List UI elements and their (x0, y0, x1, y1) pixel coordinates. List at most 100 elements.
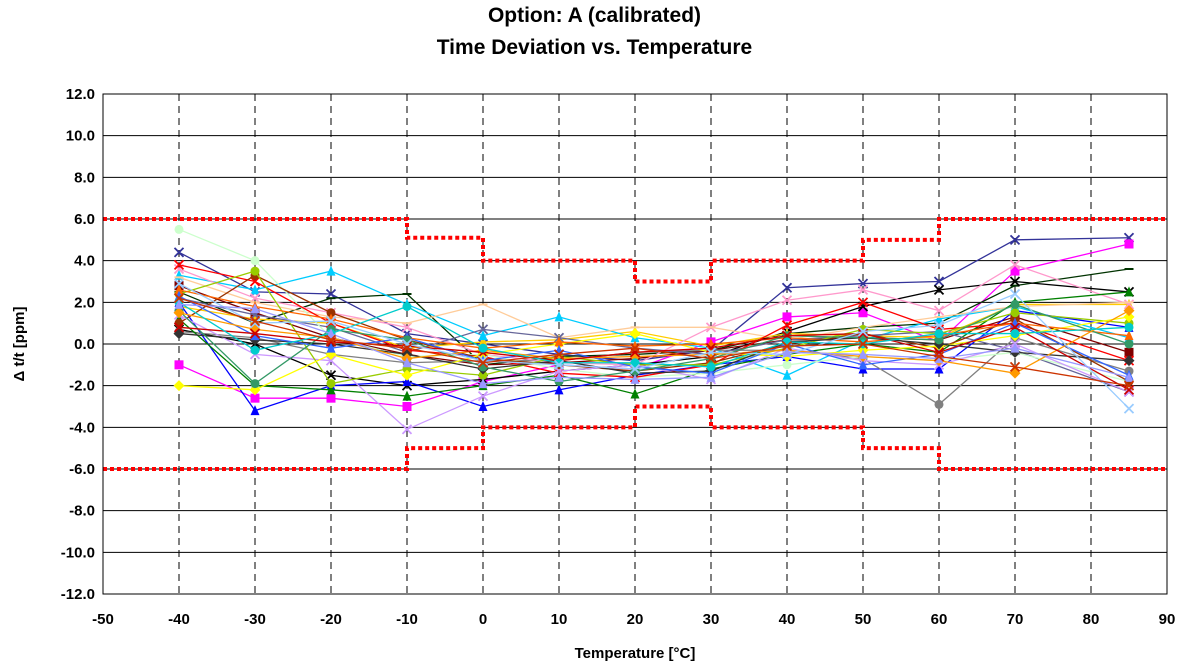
data-point (250, 284, 260, 295)
data-point (857, 338, 869, 350)
data-point (173, 293, 185, 304)
data-point (326, 265, 336, 276)
x-tick-label: 40 (779, 611, 796, 628)
y-tick-label: 2.0 (74, 294, 95, 311)
data-point (477, 355, 489, 366)
series-layer (173, 224, 1135, 435)
limits-layer (103, 217, 1167, 471)
data-point (478, 343, 488, 353)
data-point (1009, 234, 1021, 245)
data-point (1123, 311, 1135, 323)
data-point (478, 330, 488, 341)
x-tick-label: 90 (1159, 611, 1176, 628)
data-point (857, 326, 869, 337)
y-tick-label: -2.0 (69, 378, 95, 395)
data-point (1124, 330, 1134, 341)
data-point (705, 353, 717, 364)
chart-title-line-1: Option: A (calibrated) (487, 4, 702, 27)
data-point (478, 401, 488, 411)
data-point (402, 376, 412, 386)
data-point (250, 379, 260, 389)
data-point (934, 399, 944, 409)
y-tick-label: -12.0 (61, 586, 95, 603)
data-point (554, 336, 564, 347)
x-tick-label: -10 (396, 611, 418, 628)
series-28 (174, 298, 1134, 389)
data-point (477, 324, 489, 335)
data-point (325, 288, 337, 300)
data-point (858, 308, 868, 318)
data-point (933, 347, 945, 358)
data-point (249, 328, 261, 339)
data-point (173, 380, 185, 392)
data-point (857, 297, 869, 308)
data-point (934, 335, 944, 345)
x-tick-label: 50 (855, 611, 872, 628)
data-point (781, 320, 793, 331)
data-point (401, 369, 413, 381)
data-point (174, 298, 184, 309)
data-point (326, 384, 336, 395)
data-point (250, 345, 260, 355)
data-point (1123, 380, 1135, 391)
x-tick-label: -30 (244, 611, 266, 628)
data-point (554, 371, 564, 382)
data-point (174, 360, 184, 370)
data-point (174, 224, 184, 234)
y-tick-label: -4.0 (69, 419, 95, 436)
data-point (933, 351, 945, 362)
lower-limit-line (103, 404, 1167, 471)
data-point (250, 330, 260, 341)
data-point (554, 384, 564, 395)
data-point (326, 308, 336, 318)
data-point (781, 282, 793, 293)
data-point (173, 322, 185, 333)
y-tick-label: -6.0 (69, 461, 95, 478)
data-point (630, 358, 640, 368)
data-point (250, 266, 260, 276)
data-point (250, 303, 260, 314)
plot-border (102, 93, 1168, 595)
y-tick-label: -8.0 (69, 503, 95, 520)
series-27 (173, 278, 1135, 414)
chart-title-line-2: Time Deviation vs. Temperature (436, 36, 753, 59)
x-tick-label: 70 (1007, 611, 1024, 628)
tick-label-layer: -50 -40 -30 -20 -10 0 10 20 30 40 50 60 70 80 90 12.0 10… (61, 86, 1176, 628)
data-point (1010, 308, 1020, 318)
data-point (1124, 322, 1134, 332)
data-point (1124, 371, 1134, 382)
data-point (933, 276, 945, 287)
data-point (706, 362, 716, 372)
x-tick-label: -40 (168, 611, 190, 628)
data-point (326, 342, 336, 353)
data-point (629, 363, 641, 375)
y-tick-label: -10.0 (61, 544, 95, 561)
data-point (933, 320, 945, 331)
data-point (478, 336, 488, 347)
data-point (1123, 403, 1135, 414)
data-point (1124, 239, 1134, 249)
data-point (325, 355, 337, 366)
data-point (250, 405, 260, 416)
data-point (629, 343, 641, 354)
data-point (1009, 276, 1021, 287)
data-point (326, 328, 336, 339)
data-point (402, 302, 412, 311)
data-point (934, 329, 944, 339)
data-point (402, 390, 412, 401)
data-point (782, 346, 792, 357)
data-point (553, 349, 565, 360)
data-point (1123, 384, 1135, 395)
data-point (402, 357, 412, 368)
data-point (1123, 355, 1135, 367)
data-point (553, 359, 565, 370)
y-tick-label: 6.0 (74, 211, 95, 228)
data-point (1010, 266, 1020, 276)
data-point (706, 371, 716, 382)
data-point (629, 347, 641, 358)
data-point (934, 353, 944, 364)
data-point (857, 284, 869, 295)
x-tick-label: 60 (931, 611, 948, 628)
data-point (401, 343, 413, 354)
